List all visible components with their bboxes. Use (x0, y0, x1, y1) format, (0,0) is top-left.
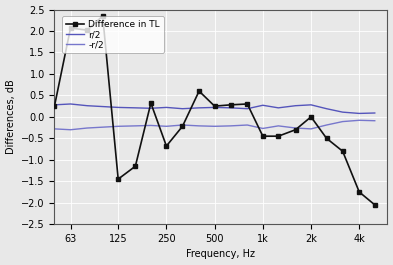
Line: -r/2: -r/2 (55, 120, 375, 130)
Y-axis label: Differences, dB: Differences, dB (6, 80, 16, 154)
Legend: Difference in TL, r/2, -r/2: Difference in TL, r/2, -r/2 (62, 16, 164, 53)
r/2 (340, 111, 345, 114)
-r/2 (340, 120, 345, 123)
Line: r/2: r/2 (55, 104, 375, 113)
r/2 (293, 104, 298, 107)
-r/2 (100, 126, 105, 129)
Difference in TL (276, 135, 281, 138)
r/2 (116, 106, 121, 109)
Difference in TL (228, 103, 233, 107)
Difference in TL (261, 135, 265, 138)
r/2 (100, 105, 105, 108)
-r/2 (228, 124, 233, 127)
r/2 (276, 106, 281, 109)
r/2 (197, 106, 202, 109)
Difference in TL (149, 101, 153, 105)
Difference in TL (52, 104, 57, 108)
r/2 (357, 112, 362, 115)
-r/2 (293, 126, 298, 130)
Difference in TL (164, 144, 169, 148)
Difference in TL (197, 90, 202, 93)
r/2 (68, 102, 73, 105)
Difference in TL (116, 178, 121, 181)
Difference in TL (293, 128, 298, 131)
-r/2 (373, 119, 377, 122)
-r/2 (212, 125, 217, 128)
-r/2 (245, 123, 250, 127)
r/2 (228, 106, 233, 109)
Line: Difference in TL: Difference in TL (52, 14, 377, 207)
r/2 (324, 107, 329, 110)
r/2 (212, 106, 217, 109)
r/2 (164, 106, 169, 109)
Difference in TL (180, 125, 185, 128)
-r/2 (357, 119, 362, 122)
-r/2 (133, 124, 138, 127)
Difference in TL (340, 150, 345, 153)
Difference in TL (373, 203, 377, 206)
-r/2 (164, 125, 169, 128)
Difference in TL (85, 29, 90, 32)
Difference in TL (133, 165, 138, 168)
-r/2 (180, 123, 185, 127)
-r/2 (149, 124, 153, 127)
-r/2 (324, 123, 329, 127)
r/2 (85, 104, 90, 107)
r/2 (52, 103, 57, 107)
Difference in TL (324, 137, 329, 140)
Difference in TL (357, 190, 362, 193)
-r/2 (309, 127, 313, 130)
X-axis label: Frequency, Hz: Frequency, Hz (186, 249, 255, 259)
-r/2 (52, 127, 57, 130)
r/2 (309, 103, 313, 107)
-r/2 (276, 124, 281, 127)
-r/2 (68, 128, 73, 131)
r/2 (373, 111, 377, 114)
r/2 (261, 104, 265, 107)
r/2 (133, 106, 138, 109)
r/2 (149, 107, 153, 110)
-r/2 (85, 126, 90, 130)
-r/2 (197, 124, 202, 127)
-r/2 (261, 127, 265, 130)
Difference in TL (100, 14, 105, 17)
Difference in TL (68, 26, 73, 30)
r/2 (245, 107, 250, 110)
r/2 (180, 107, 185, 110)
Difference in TL (309, 115, 313, 118)
Difference in TL (212, 104, 217, 108)
Difference in TL (245, 102, 250, 105)
-r/2 (116, 125, 121, 128)
